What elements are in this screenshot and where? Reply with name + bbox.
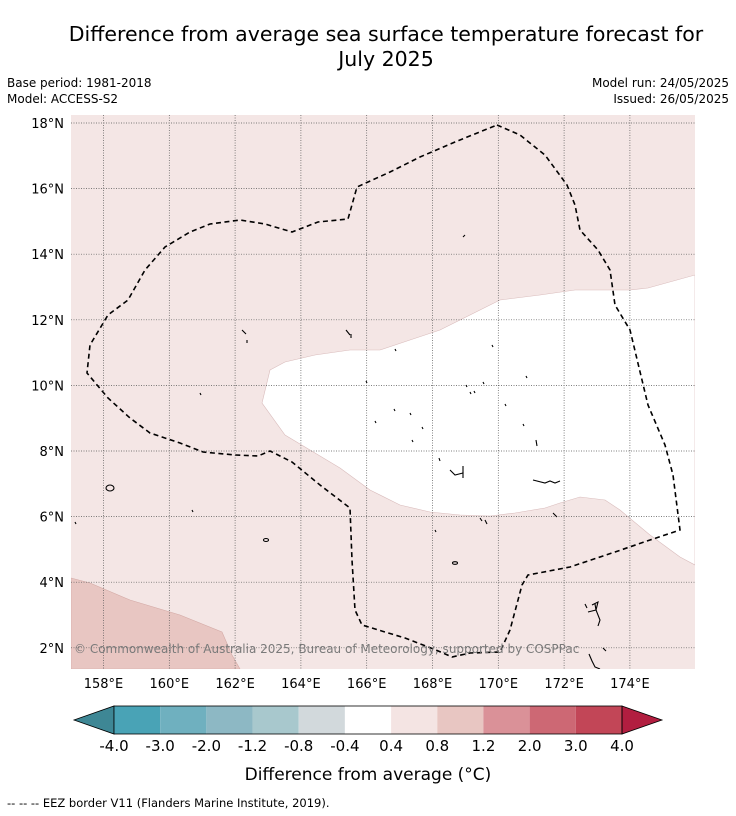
model-name: Model: ACCESS-S2 xyxy=(7,92,119,106)
lon-tick-label: 164°E xyxy=(281,677,321,692)
colorbar-tick-label: 3.0 xyxy=(564,737,588,755)
lon-tick-label: 168°E xyxy=(413,677,453,692)
meta-right: Model run: 24/05/2025 Issued: 26/05/2025 xyxy=(592,75,729,107)
colorbar-tick-label: -1.2 xyxy=(238,737,267,755)
lat-tick-label: 4°N xyxy=(40,576,65,591)
lat-tick-label: 2°N xyxy=(40,642,65,657)
colorbar-swatch xyxy=(437,706,484,734)
graticule xyxy=(71,115,695,669)
model-run: Model run: 24/05/2025 xyxy=(591,76,729,90)
colorbar-tick-label: 1.2 xyxy=(472,737,496,755)
colorbar-tick-label: -3.0 xyxy=(146,737,175,755)
eez-legend-note: -- -- -- EEZ border V11 (Flanders Marine… xyxy=(7,796,330,810)
lat-tick-label: 18°N xyxy=(31,117,64,132)
colorbar-tick-label: -2.0 xyxy=(192,737,221,755)
attribution: © Commonwealth of Australia 2025, Bureau… xyxy=(74,642,579,656)
lon-tick-label: 160°E xyxy=(150,677,190,692)
title-line-2: July 2025 xyxy=(338,47,434,71)
colorbar-swatch xyxy=(391,706,438,734)
colorbar-tick-label: 4.0 xyxy=(610,737,634,755)
colorbar-tick-label: -0.8 xyxy=(284,737,313,755)
colorbar-label: Difference from average (°C) xyxy=(245,765,492,785)
anomaly-region-neutral xyxy=(261,274,695,566)
lat-tick-label: 14°N xyxy=(31,248,64,263)
title-line-1: Difference from average sea surface temp… xyxy=(68,22,704,46)
anomaly-region-warm xyxy=(71,577,241,669)
colorbar-swatch xyxy=(529,706,576,734)
islands xyxy=(74,234,607,669)
colorbar-tick-label: -0.4 xyxy=(330,737,359,755)
chart-title: Difference from average sea surface temp… xyxy=(40,22,732,72)
colorbar-swatch xyxy=(114,706,161,734)
lon-tick-label: 166°E xyxy=(347,677,387,692)
colorbar: -4.0 -3.0 -2.0 -1.2 -0.8 -0.4 0.4 0.8 1.2 2.0 3.0 4… xyxy=(72,705,664,755)
map-panel: © Commonwealth of Australia 2025, Bureau… xyxy=(71,115,695,669)
lon-tick-label: 158°E xyxy=(84,677,124,692)
lon-tick-label: 162°E xyxy=(215,677,255,692)
colorbar-tick-label: -4.0 xyxy=(99,737,128,755)
colorbar-swatch xyxy=(575,706,622,734)
lat-tick-label: 16°N xyxy=(31,183,64,198)
lat-tick-label: 12°N xyxy=(31,314,64,329)
base-period: Base period: 1981-2018 xyxy=(7,76,152,90)
colorbar-swatch xyxy=(160,706,207,734)
colorbar-swatch xyxy=(344,706,392,734)
lat-tick-label: 6°N xyxy=(40,511,65,526)
colorbar-extend-high xyxy=(621,705,664,735)
colorbar-swatch xyxy=(298,706,345,734)
lon-tick-label: 174°E xyxy=(610,677,650,692)
lat-tick-label: 10°N xyxy=(31,379,64,394)
lat-tick-label: 8°N xyxy=(40,445,65,460)
colorbar-swatch xyxy=(252,706,299,734)
issued-date: Issued: 26/05/2025 xyxy=(613,92,729,106)
colorbar-swatch xyxy=(483,706,530,734)
lon-tick-label: 172°E xyxy=(544,677,584,692)
eez-border xyxy=(86,124,681,658)
lon-tick-label: 170°E xyxy=(479,677,519,692)
colorbar-tick-label: 0.8 xyxy=(425,737,449,755)
longitude-labels: 158°E 160°E 162°E 164°E 166°E 168°E 170°E 172°E… xyxy=(84,677,650,692)
meta-left: Base period: 1981-2018 Model: ACCESS-S2 xyxy=(7,75,152,107)
latitude-labels: 18°N 16°N 14°N 12°N 10°N 8°N 6°N 4°N 2°N xyxy=(31,117,64,657)
colorbar-tick-label: 2.0 xyxy=(518,737,542,755)
colorbar-tick-label: 0.4 xyxy=(379,737,403,755)
colorbar-outline xyxy=(113,705,623,735)
colorbar-swatch xyxy=(206,706,253,734)
colorbar-extend-low xyxy=(72,705,115,735)
